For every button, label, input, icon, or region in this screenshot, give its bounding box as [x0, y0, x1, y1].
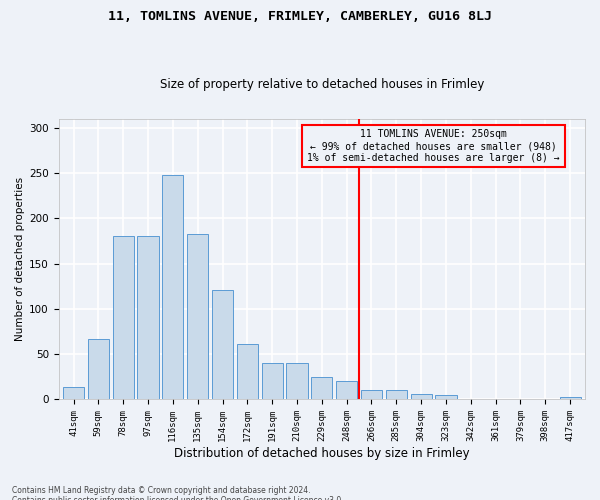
- Bar: [237, 344, 258, 400]
- Bar: [336, 382, 357, 400]
- Bar: [386, 390, 407, 400]
- Text: Contains HM Land Registry data © Crown copyright and database right 2024.: Contains HM Land Registry data © Crown c…: [12, 486, 311, 495]
- Bar: [560, 397, 581, 400]
- Bar: [436, 395, 457, 400]
- Text: 11 TOMLINS AVENUE: 250sqm
← 99% of detached houses are smaller (948)
1% of semi-: 11 TOMLINS AVENUE: 250sqm ← 99% of detac…: [307, 130, 560, 162]
- Bar: [187, 234, 208, 400]
- Bar: [212, 290, 233, 400]
- Bar: [162, 174, 184, 400]
- Y-axis label: Number of detached properties: Number of detached properties: [15, 177, 25, 341]
- Bar: [286, 363, 308, 400]
- X-axis label: Distribution of detached houses by size in Frimley: Distribution of detached houses by size …: [174, 447, 470, 460]
- Bar: [311, 377, 332, 400]
- Bar: [262, 363, 283, 400]
- Text: Contains public sector information licensed under the Open Government Licence v3: Contains public sector information licen…: [12, 496, 344, 500]
- Bar: [361, 390, 382, 400]
- Title: Size of property relative to detached houses in Frimley: Size of property relative to detached ho…: [160, 78, 484, 91]
- Bar: [88, 339, 109, 400]
- Bar: [63, 387, 84, 400]
- Text: 11, TOMLINS AVENUE, FRIMLEY, CAMBERLEY, GU16 8LJ: 11, TOMLINS AVENUE, FRIMLEY, CAMBERLEY, …: [108, 10, 492, 23]
- Bar: [113, 236, 134, 400]
- Bar: [137, 236, 158, 400]
- Bar: [410, 394, 431, 400]
